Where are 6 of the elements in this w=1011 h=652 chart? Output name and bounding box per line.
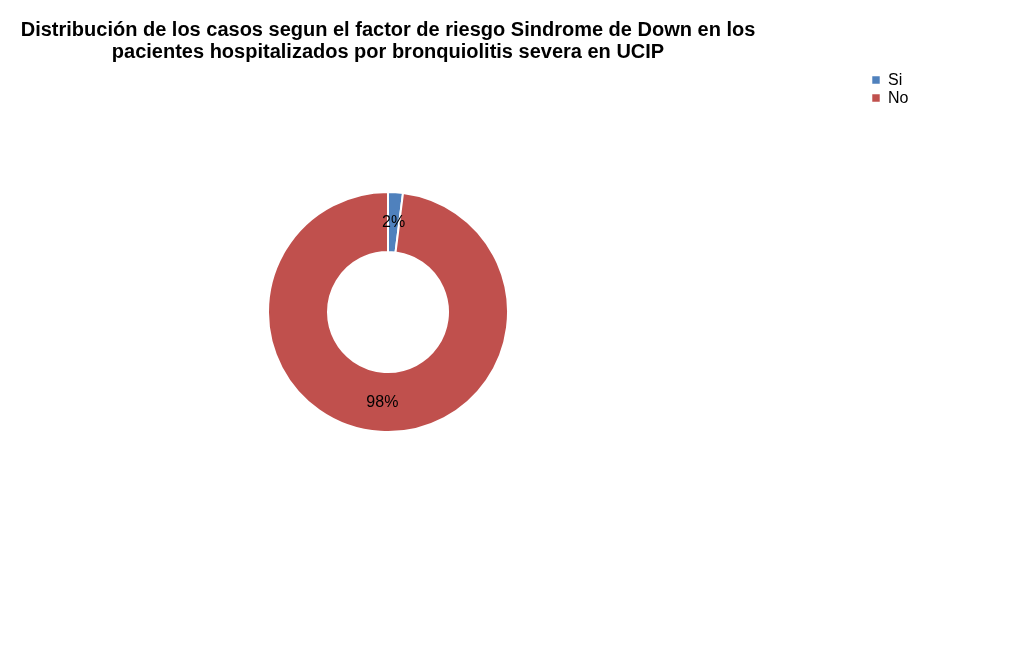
donut-slice: [267, 191, 509, 433]
chart-title: Distribución de los casos segun el factor de riesgo Sindrome de Down en los pacientes hospitalizados por bronquiolitis severa en UCIP: [20, 18, 756, 62]
legend-label: No: [888, 89, 909, 106]
data-label: 2%: [382, 213, 406, 231]
data-label: 98%: [366, 392, 399, 410]
legend-label: Si: [888, 71, 903, 88]
